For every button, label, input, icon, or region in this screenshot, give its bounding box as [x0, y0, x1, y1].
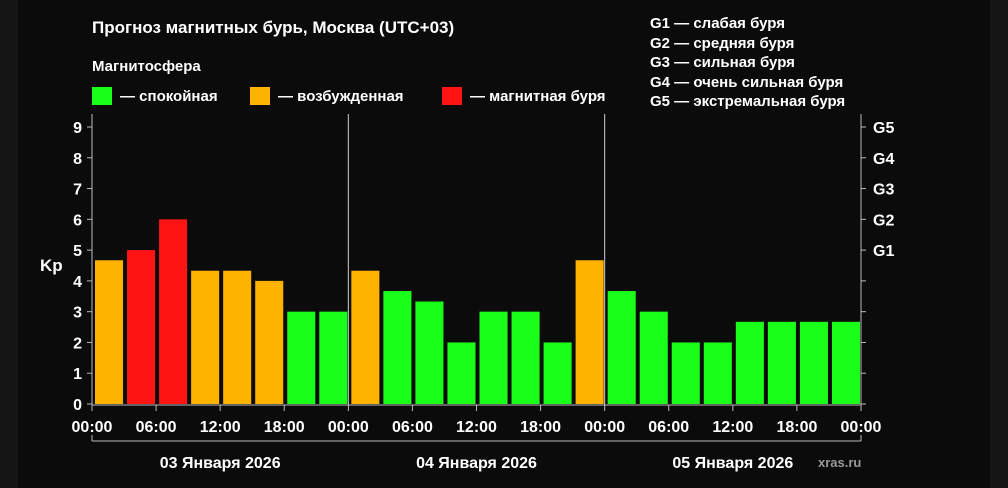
kp-bar — [607, 291, 636, 404]
x-tick-label: 00:00 — [584, 419, 625, 436]
x-tick-label: 00:00 — [328, 419, 369, 436]
storm-axis-label: G1 — [873, 243, 894, 260]
kp-bar — [287, 311, 316, 404]
right-border — [990, 0, 1008, 488]
kp-bar — [639, 311, 668, 404]
legend-swatch-active — [250, 87, 270, 105]
kp-bar — [351, 270, 380, 404]
kp-bar — [319, 311, 348, 404]
y-tick-label: 8 — [73, 151, 82, 168]
storm-level-legend: G1 — слабая буря G2 — средняя буря G3 — … — [650, 14, 845, 112]
kp-bar — [767, 321, 796, 404]
kp-bar — [127, 250, 156, 404]
y-tick-label: 6 — [73, 212, 82, 229]
legend-item-active: — возбужденная — [250, 86, 404, 106]
y-tick-label: 5 — [73, 243, 82, 260]
storm-level-g3: G3 — сильная буря — [650, 54, 795, 71]
x-tick-label: 00:00 — [72, 419, 113, 436]
kp-bar — [383, 291, 412, 404]
storm-level-g1: G1 — слабая буря — [650, 15, 786, 32]
y-tick-label: 2 — [73, 335, 82, 352]
x-tick-label: 18:00 — [776, 419, 817, 436]
chart-title: Прогноз магнитных бурь, Москва (UTC+03) — [92, 18, 455, 37]
y-tick-label: 4 — [73, 274, 82, 291]
day-label: 03 Января 2026 — [160, 455, 281, 472]
storm-axis-label: G4 — [873, 151, 894, 168]
y-tick-label: 9 — [73, 120, 82, 137]
y-axis-title: Kp — [40, 256, 63, 275]
kp-bar — [799, 321, 828, 404]
kp-bar — [159, 219, 188, 404]
y-tick-label: 7 — [73, 182, 82, 199]
legend-label-active: — возбужденная — [278, 87, 404, 105]
x-tick-label: 06:00 — [136, 419, 177, 436]
kp-bar — [671, 342, 700, 404]
left-border — [0, 0, 18, 488]
kp-bar — [575, 260, 604, 404]
storm-level-g5: G5 — экстремальная буря — [650, 93, 846, 110]
storm-axis-label: G5 — [873, 120, 894, 137]
x-tick-label: 12:00 — [712, 419, 753, 436]
legend-label-quiet: — спокойная — [120, 87, 218, 105]
x-tick-label: 18:00 — [264, 419, 305, 436]
kp-bar — [447, 342, 476, 404]
kp-bar — [479, 311, 508, 404]
kp-bar — [703, 342, 732, 404]
legend-label-storm: — магнитная буря — [470, 87, 606, 105]
kp-bar — [511, 311, 540, 404]
legend-swatch-storm — [442, 87, 462, 105]
kp-bar — [735, 321, 764, 404]
day-label: 04 Января 2026 — [416, 455, 537, 472]
kp-bar — [95, 260, 124, 404]
storm-level-g2: G2 — средняя буря — [650, 34, 795, 52]
source-label: xras.ru — [818, 455, 862, 470]
kp-bar — [415, 301, 444, 404]
kp-bar — [831, 321, 860, 404]
kp-bar — [191, 270, 220, 404]
legend-swatch-quiet — [92, 87, 112, 105]
day-label: 05 Января 2026 — [672, 455, 793, 472]
x-tick-label: 12:00 — [200, 419, 241, 436]
x-tick-label: 06:00 — [648, 419, 689, 436]
y-tick-label: 1 — [73, 366, 82, 383]
magnetosphere-legend-title: Магнитосфера — [92, 58, 201, 75]
storm-axis-label: G2 — [873, 212, 894, 229]
x-tick-label: 18:00 — [520, 419, 561, 436]
x-tick-label: 12:00 — [456, 419, 497, 436]
storm-axis-label: G3 — [873, 182, 894, 199]
legend-item-storm: — магнитная буря — [442, 86, 606, 106]
kp-bar — [543, 342, 572, 404]
y-tick-label: 0 — [73, 397, 82, 414]
x-tick-label: 00:00 — [841, 419, 882, 436]
storm-level-g4: G4 — очень сильная буря — [650, 73, 844, 91]
kp-bar — [255, 280, 284, 404]
kp-bar — [223, 270, 252, 404]
y-tick-label: 3 — [73, 305, 82, 322]
legend-item-quiet: — спокойная — [92, 86, 218, 106]
x-tick-label: 06:00 — [392, 419, 433, 436]
